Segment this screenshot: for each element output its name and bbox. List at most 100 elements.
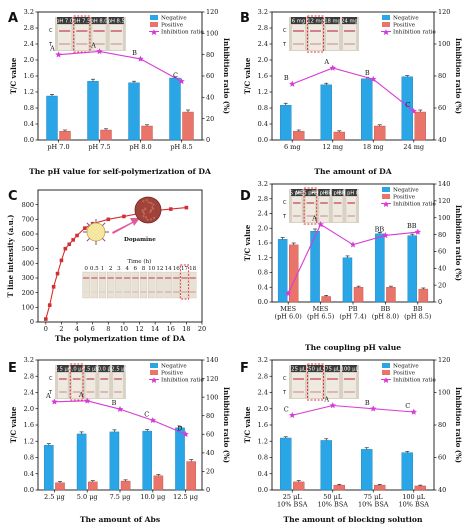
legend-inhibition: Inhibition ratio <box>393 378 436 384</box>
ratio-point <box>317 221 324 228</box>
y-tick-label: 1.6 <box>258 239 268 247</box>
significance-label: BB <box>375 225 385 233</box>
ratio-point <box>51 398 58 405</box>
significance-label: C <box>284 405 289 413</box>
inset-highlight-box <box>179 264 190 300</box>
significance-label: B <box>284 74 289 82</box>
legend-swatch-positive <box>150 370 158 375</box>
strip-label-bg <box>325 17 341 24</box>
inset-strip-label: 12 <box>156 266 164 272</box>
panel-e: E 0.0 0.4 0.8 1.2 1.6 2.0 2.4 2.8 3.2 0 20 40 60 80 100… <box>8 356 231 524</box>
significance-label: A <box>323 396 329 404</box>
x-tick-label: 0 <box>44 325 48 333</box>
y2-tick-label: 0 <box>206 136 210 144</box>
y2-tick-label: 80 <box>438 72 446 80</box>
y-tick-label: 0.8 <box>24 454 34 462</box>
y-tick-label: 400 <box>22 260 34 268</box>
y2-tick-label: 120 <box>206 375 218 383</box>
y-tick-label: 2.8 <box>24 372 34 380</box>
highlight-box <box>73 15 91 53</box>
y2-tick-label: 100 <box>206 30 218 38</box>
ratio-point <box>182 430 189 438</box>
legend-negative: Negative <box>393 364 419 370</box>
test-strip <box>99 373 110 398</box>
inset-test-strip <box>82 271 90 299</box>
bar-negative <box>142 430 152 491</box>
y-tick-label: 1.6 <box>24 72 34 80</box>
legend-inhibition: Inhibition ratio <box>393 202 436 208</box>
y-tick-label: 0.0 <box>258 486 268 494</box>
bar-negative <box>375 233 385 303</box>
inset-test-strip <box>123 271 131 299</box>
legend-positive: Positive <box>393 23 416 29</box>
plot-frame <box>37 189 203 323</box>
y-tick-label: 2.4 <box>24 40 34 48</box>
legend-negative: Negative <box>393 16 419 22</box>
y-tick-label: 1.2 <box>258 88 268 96</box>
y-tick-label: 2.8 <box>24 24 34 32</box>
y-tick-label: 2.0 <box>24 56 34 64</box>
bar-negative <box>320 84 332 141</box>
legend-swatch-positive <box>150 22 158 27</box>
test-strip <box>113 373 123 398</box>
y2-tick-label: 60 <box>438 454 446 462</box>
test-strip <box>319 197 329 222</box>
legend-star-icon <box>150 29 158 36</box>
legend-positive: Positive <box>161 23 184 29</box>
bar-positive <box>333 484 345 491</box>
y-tick-label: 0.0 <box>24 486 34 494</box>
curve-point <box>168 207 173 211</box>
y2-tick-label: 40 <box>438 136 446 144</box>
panel-d: D 0.0 0.4 0.8 1.2 1.6 2.0 2.4 2.8 3.2 0 20 40 60 80 100… <box>240 180 463 352</box>
y-tick-label: 800 <box>22 201 34 209</box>
bar-negative <box>280 437 292 491</box>
y2-tick-label: 20 <box>206 115 214 123</box>
ratio-point <box>329 402 336 409</box>
y-tick-label: 3.2 <box>258 180 268 188</box>
strip-label-bg <box>84 365 97 372</box>
x-tick-label: 20 <box>198 325 206 333</box>
y2-tick-label: 140 <box>206 356 218 364</box>
inset-strip-label: 1 <box>101 266 105 272</box>
legend-star-icon <box>150 377 158 384</box>
legend-swatch-negative <box>150 15 158 20</box>
y-tick-label: 3.2 <box>24 356 34 364</box>
x-tick-label: (pH 8.5) <box>404 313 432 321</box>
bar-positive <box>289 244 299 303</box>
inset-dopamine-label: Dopamine <box>124 237 156 243</box>
significance-label: B <box>365 399 370 407</box>
significance-label: A <box>311 214 317 222</box>
antibody-icon <box>102 238 106 242</box>
ratio-point <box>329 64 336 71</box>
x-tick-label: (pH 7.4) <box>339 313 367 321</box>
strip-label: PB pH 7.4 <box>311 190 337 196</box>
y-tick-label: 1.6 <box>24 421 34 429</box>
x-tick-label: 50 μL <box>323 493 343 501</box>
ratio-point <box>284 290 292 297</box>
strip-label-bg <box>308 365 324 372</box>
y2-tick-label: 60 <box>206 72 214 80</box>
bar-negative <box>361 449 373 491</box>
legend-star-icon <box>382 201 390 207</box>
x-tick-label: pH 7.5 <box>88 143 110 151</box>
y-tick-label: 0.4 <box>258 283 268 291</box>
bar-positive <box>386 287 396 303</box>
y-tick-label: 2.8 <box>258 372 268 380</box>
legend-swatch-positive <box>382 370 390 375</box>
significance-label: BB <box>407 222 417 230</box>
y-axis-label: T/C value <box>243 406 252 443</box>
t-line-label: T <box>282 42 287 48</box>
bar-negative <box>342 257 353 303</box>
x-tick-label: 18 mg <box>363 143 384 151</box>
bar-positive <box>353 287 364 303</box>
x-tick-label: 6 mg <box>284 143 301 151</box>
x-tick-label: BB <box>413 305 423 313</box>
strip-label: 5.0 μg <box>68 366 85 372</box>
strip-label: pH 7.0 <box>56 18 73 24</box>
bar-negative <box>280 104 292 141</box>
particle-texture <box>149 210 152 214</box>
inset-strip-label: 14 <box>165 266 173 272</box>
y-tick-label: 0.8 <box>258 454 268 462</box>
particle-texture <box>150 202 153 205</box>
inset-strip-label: 4 <box>125 266 129 272</box>
